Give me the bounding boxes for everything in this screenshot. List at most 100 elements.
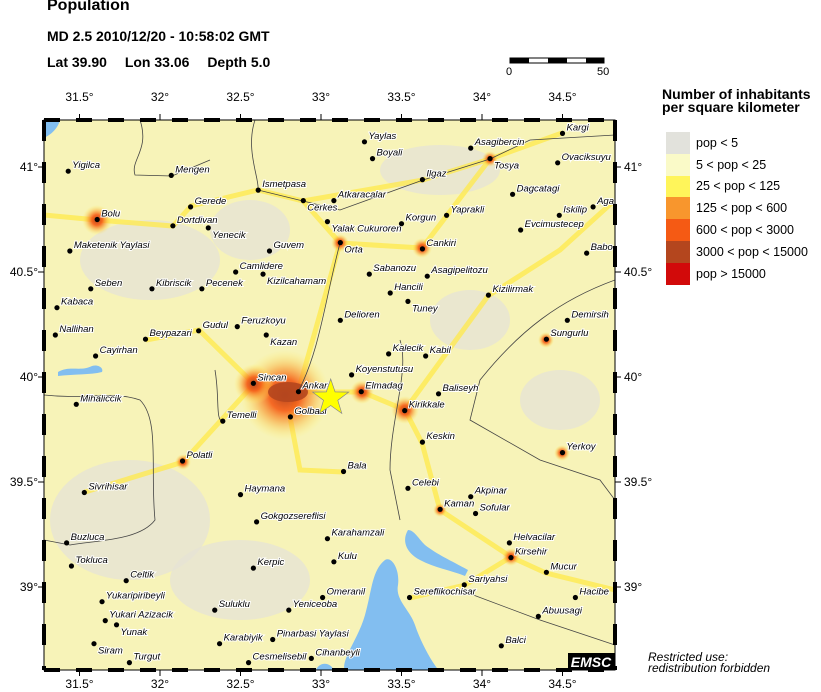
province-border (251, 120, 615, 211)
scale-start-label: 0 (506, 66, 513, 78)
city-marker: Kargi (559, 121, 591, 136)
emsc-logo-box (568, 653, 615, 670)
city-label: Celtik (130, 570, 155, 581)
city-marker: Beypazari (142, 327, 194, 342)
city-dot (361, 139, 368, 145)
city-dot (324, 219, 331, 225)
lon-tick-label: 32.5° (226, 677, 254, 691)
city-label: Gudul (203, 320, 229, 331)
lat-tick-label: 40.5° (624, 265, 652, 279)
city-label: Yalak Cukuroren (331, 224, 401, 235)
city-label: Sariyahsi (468, 574, 508, 585)
city-label: Buzluca (71, 532, 105, 543)
city-label: Koyenstutusu (356, 364, 414, 375)
city-dot (331, 198, 337, 204)
city-dot (65, 168, 71, 174)
city-label: Ovaciksuyu (562, 152, 612, 163)
city-marker: Gerede (187, 195, 227, 210)
city-dot (584, 250, 590, 256)
city-dot (234, 324, 240, 330)
city-marker: Cerkes (300, 198, 339, 215)
city-marker: Dagcatagi (509, 182, 561, 197)
city-marker: Kulu (331, 550, 359, 565)
city-marker: Polatli (179, 449, 214, 464)
city-label: Pecenek (206, 278, 244, 289)
city-marker: Cankiri (419, 237, 458, 252)
city-dot (266, 248, 273, 254)
city-marker: Sariyahsi (461, 573, 509, 588)
city-marker: Kizilcahamam (260, 271, 327, 288)
legend-swatch (666, 175, 690, 198)
city-dot (366, 271, 372, 277)
city-marker: Buzluca (64, 531, 105, 546)
city-marker: Golbasi (287, 405, 329, 420)
city-marker: Bala (340, 460, 368, 475)
city-marker: Gudul (196, 319, 230, 334)
city-label: Feruzkoyu (241, 316, 286, 327)
city-label: Ismetpasa (262, 179, 306, 190)
city-marker: Babo (584, 241, 614, 256)
lat-tick-label: 39° (20, 580, 38, 594)
city-marker: Turgut (126, 651, 162, 666)
city-label: Mucur (550, 561, 577, 572)
lon-tick-label: 34° (473, 90, 491, 104)
legend: pop < 5 5 < pop < 25 25 < pop < 125 125 < p… (666, 132, 808, 285)
city-marker: Pinarbasi Yaylasi (270, 628, 351, 643)
city-dot (419, 439, 426, 445)
city-label: Helvacilar (513, 532, 556, 543)
city-marker: Celebi (405, 476, 441, 491)
city-marker: Akpinar (468, 485, 509, 500)
city-label: Atkaracalar (337, 190, 387, 201)
city-label: Pinarbasi Yaylasi (277, 629, 350, 640)
city-label: Cankiri (426, 238, 456, 249)
city-marker: Boyali (369, 147, 404, 162)
city-label: Hancili (394, 282, 423, 293)
city-label: Tosya (494, 161, 519, 172)
legend-title-line1: Number of inhabitants (662, 86, 811, 102)
city-marker: Omeranil (320, 586, 367, 601)
city-dot (52, 332, 58, 338)
city-label: Siram (98, 646, 123, 657)
city-marker: Yerkoy (559, 441, 598, 456)
city-marker: Yeniceoba (286, 598, 338, 613)
city-dot (443, 212, 450, 218)
legend-item: 600 < pop < 3000 (666, 219, 808, 241)
sparse-area (80, 220, 220, 300)
city-marker: Baliseyh (435, 382, 479, 397)
city-marker: Iskilip (556, 203, 588, 218)
province-border (133, 120, 211, 177)
city-label: Guvem (273, 240, 304, 251)
city-marker: Kaman (437, 497, 475, 512)
lake-hirfanli (405, 530, 468, 576)
city-marker: Kazan (263, 332, 298, 349)
city-dot (123, 578, 129, 584)
city-marker: Camlidere (233, 260, 284, 275)
road (339, 130, 563, 251)
city-label: Karahamzali (331, 528, 385, 539)
city-label: Iskilip (563, 204, 587, 215)
lon-tick-label: 34.5° (548, 677, 576, 691)
city-label: Yukaripiribeyli (106, 591, 166, 602)
city-dot (88, 286, 94, 292)
city-marker: Sofular (472, 502, 511, 517)
legend-swatch (666, 262, 690, 285)
page-title: Population (47, 0, 130, 14)
city-label: Asagipelitozu (430, 265, 488, 276)
city-dot (331, 559, 337, 565)
city-dot (509, 191, 516, 197)
lat-tick-label: 40° (20, 370, 38, 384)
city-label: Beypazari (150, 328, 193, 339)
city-marker: Gokgozsereflisi (254, 510, 327, 525)
city-marker: Demirsih (564, 308, 610, 323)
city-dot (419, 177, 426, 183)
city-marker: Mucur (543, 560, 579, 575)
city-dot (405, 485, 411, 491)
city-dot (187, 204, 194, 210)
city-dot (324, 536, 331, 542)
city-label: Haymana (245, 484, 286, 495)
legend-label: 5 < pop < 25 (696, 157, 767, 172)
city-dot (255, 187, 261, 193)
city-dot (212, 607, 218, 613)
emsc-logo: EMSC (571, 654, 612, 670)
city-marker: Orta (337, 240, 364, 257)
